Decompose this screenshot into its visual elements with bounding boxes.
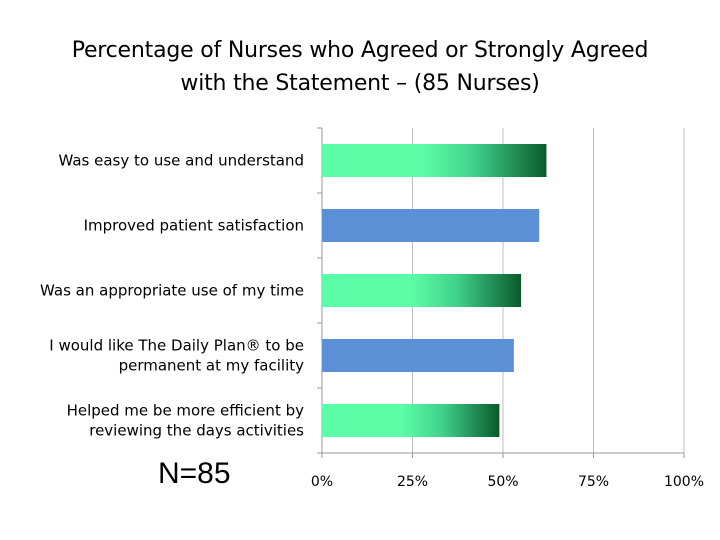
x-tick-label: 75% (578, 474, 609, 490)
x-tick-label: 0% (311, 474, 333, 490)
category-label: Improved patient satisfaction (84, 217, 304, 235)
bars (322, 144, 547, 437)
bar-4 (322, 339, 514, 372)
sample-size-annotation: N=85 (158, 457, 231, 490)
chart-title-line-1: Percentage of Nurses who Agreed or Stron… (71, 38, 649, 63)
bar-3 (322, 274, 522, 307)
category-label: Helped me be more efficient by (67, 402, 305, 420)
chart-title-line-2: with the Statement – (85 Nurses) (180, 71, 540, 96)
x-tick-label: 100% (664, 474, 704, 490)
category-label: Was an appropriate use of my time (40, 282, 304, 300)
category-labels: Was easy to use and understand Improved p… (40, 152, 304, 440)
x-tick-label: 25% (397, 474, 428, 490)
bar-2 (322, 209, 540, 242)
category-label: reviewing the days activities (89, 422, 304, 440)
category-label: permanent at my facility (119, 357, 305, 375)
x-tick-label: 50% (487, 474, 518, 490)
category-label: Was easy to use and understand (58, 152, 304, 170)
bar-5 (322, 404, 500, 437)
category-label: I would like The Daily Plan® to be (49, 337, 304, 355)
x-tick-labels: 0% 25% 50% 75% 100% (311, 474, 704, 490)
chart-title: Percentage of Nurses who Agreed or Stron… (0, 34, 720, 100)
bar-1 (322, 144, 547, 177)
